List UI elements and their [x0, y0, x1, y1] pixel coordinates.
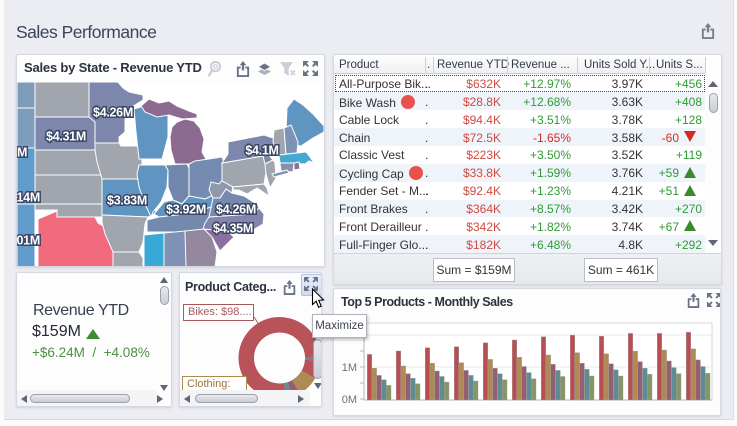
svg-text:$4.14M: $4.14M	[17, 191, 40, 205]
svg-text:$4.26M: $4.26M	[93, 106, 133, 120]
svg-text:0M: 0M	[342, 394, 357, 406]
svg-text:1M: 1M	[342, 362, 357, 374]
svg-text:$4.01M: $4.01M	[17, 234, 40, 248]
svg-text:$4.26M: $4.26M	[216, 203, 256, 217]
svg-text:$4.1M: $4.1M	[245, 144, 278, 158]
svg-text:$3.83M: $3.83M	[107, 194, 147, 208]
svg-text:$4.31M: $4.31M	[46, 130, 86, 144]
svg-text:$4.35M: $4.35M	[213, 222, 253, 236]
svg-text:M: M	[17, 146, 27, 160]
svg-text:$3.92M: $3.92M	[166, 203, 206, 217]
